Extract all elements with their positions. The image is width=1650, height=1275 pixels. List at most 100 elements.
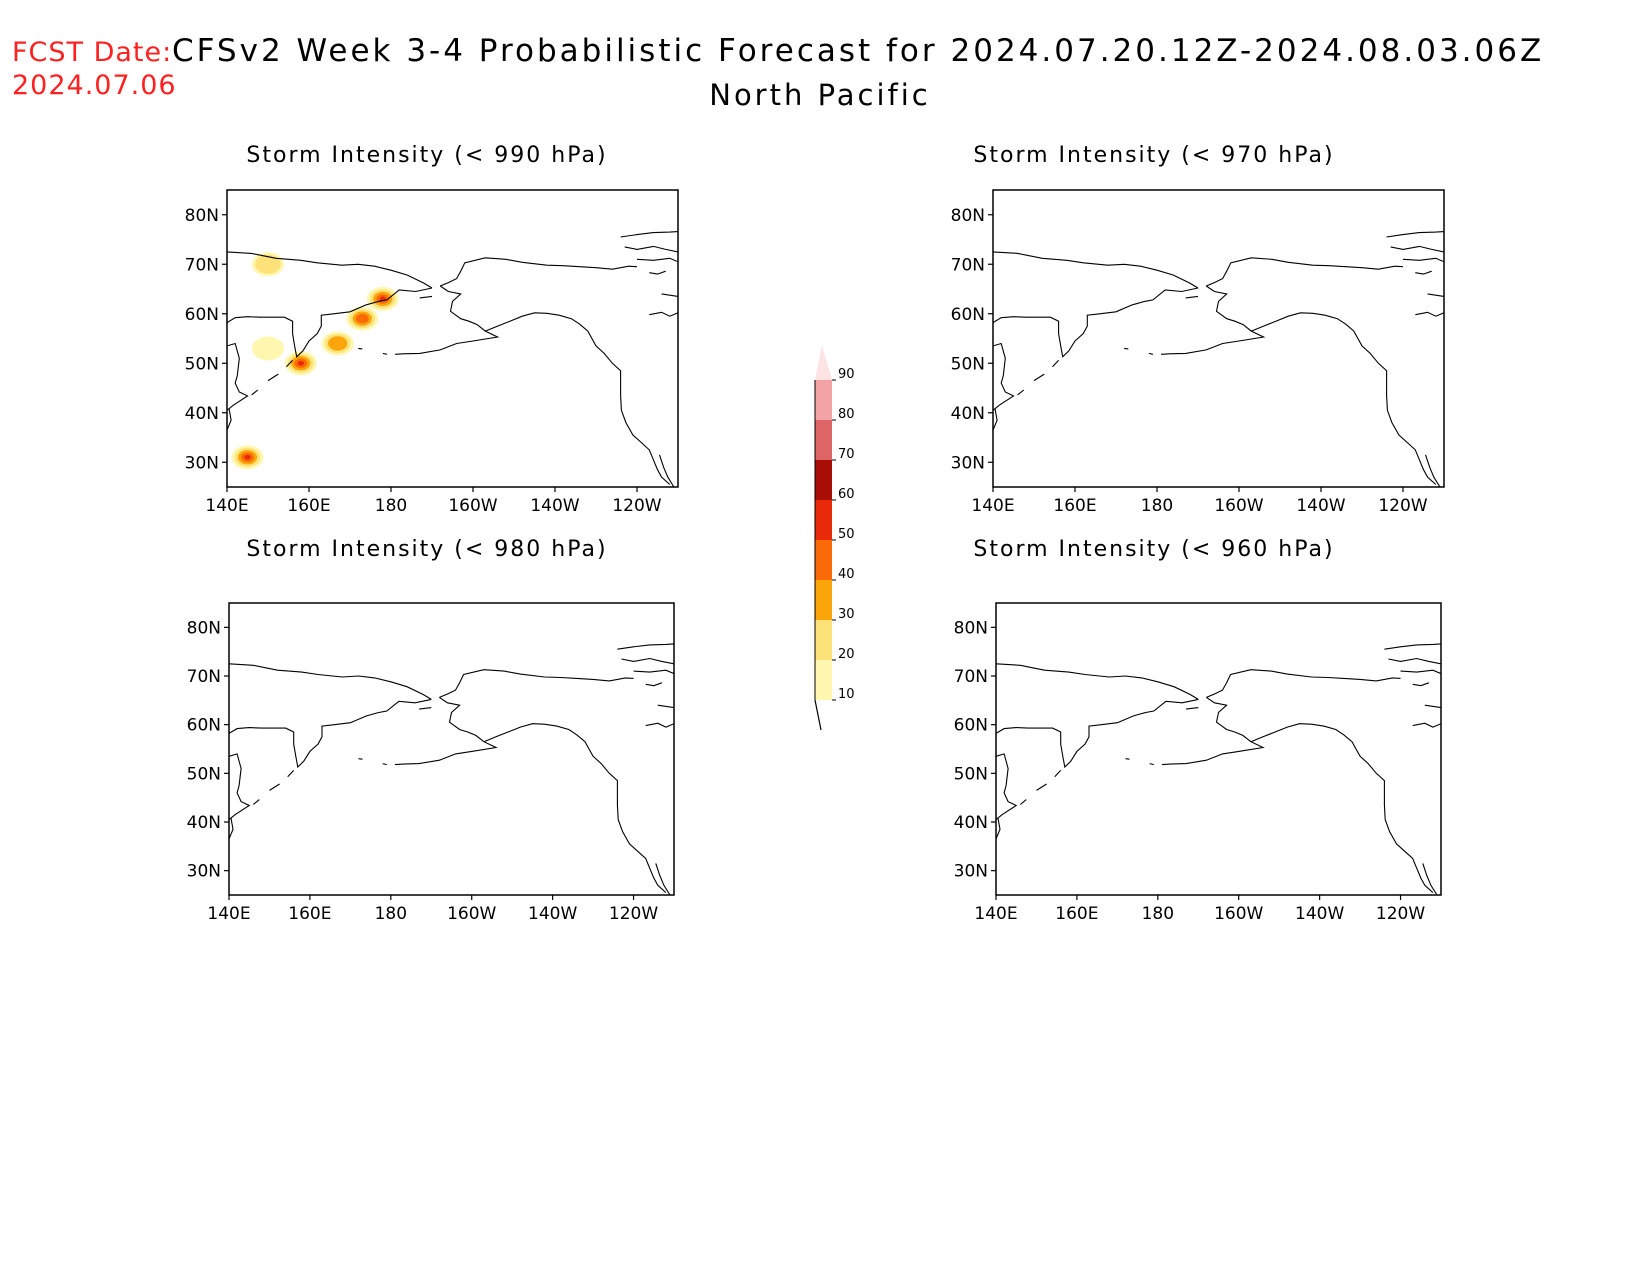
coastline [1033,373,1045,382]
map-frame [226,189,679,488]
legend-label: 50 [838,527,855,542]
coastline [227,251,433,289]
lon-label: 140W [528,904,577,924]
coastline [358,758,363,760]
coastline [645,722,674,728]
lon-label: 140E [205,496,248,516]
coastline [633,669,674,675]
coastline [286,359,293,368]
coastline [996,818,1001,840]
coastline [1415,311,1444,317]
lon-label: 160E [1055,904,1098,924]
coastline [395,285,500,355]
legend-color-box [815,660,832,700]
lon-label: 160E [288,904,331,924]
lon-label: 140W [1296,496,1345,516]
coastline [1400,669,1441,675]
map-panel-990: 80N 70N 60N 50N 40N 30N 140E 160E 180 160W 140W 120… [185,189,679,516]
coastline [1390,245,1444,253]
legend-color-box [815,580,832,620]
forecast-date-label: FCST Date: [12,37,173,68]
map-area [996,643,1441,895]
coastline [358,347,363,350]
coastline [252,799,260,805]
lat-label: 30N [954,862,988,882]
coastline [1424,704,1441,709]
probability-area [231,445,264,470]
map-frame [992,189,1445,488]
map-panel-980: 80N 70N 60N 50N 40N 30N 140E 160E 180 160W 140W 120… [187,602,675,924]
coastline [993,342,1015,411]
map-area [227,231,678,487]
map-panel-970: 80N 70N 60N 50N 40N 30N 140E 160E 180 160W 140W 120… [951,189,1445,516]
lat-label: 60N [951,305,985,325]
coastline [483,723,667,894]
map-panel-960: 80N 70N 60N 50N 40N 30N 140E 160E 180 160W 140W 120… [954,602,1442,924]
coastline [1125,758,1130,760]
coastline [1124,347,1129,350]
lon-label: 160W [1214,904,1263,924]
coastline [655,863,671,895]
lon-label: 140E [974,904,1017,924]
coastline [1424,454,1441,487]
coastline [227,342,249,411]
coastline [1185,295,1199,299]
legend-color-box [815,540,832,580]
lat-label: 60N [185,305,219,325]
coastline [382,352,388,355]
lat-label: 60N [954,716,988,736]
legend-color-box [815,620,832,660]
legend-label: 90 [838,367,855,382]
coastline [1205,257,1404,287]
lat-label: 60N [187,716,221,736]
coastline [993,408,998,431]
coastline [1415,270,1432,275]
lon-label: 140E [207,904,250,924]
coastline [267,373,279,382]
legend-label: 20 [838,647,855,662]
coastline [229,698,432,769]
lon-label: 180 [1141,496,1173,516]
coastline [658,454,675,487]
map-area [229,643,674,895]
lat-label: 70N [954,667,988,687]
coastline [1052,359,1059,368]
lat-label: 30N [951,453,985,473]
coastline [993,287,1199,358]
lat-label: 50N [954,764,988,784]
lon-label: 160E [287,496,330,516]
legend-color-box [815,420,832,460]
coastline [227,287,433,358]
lat-label: 30N [187,862,221,882]
lat-label: 70N [951,255,985,275]
coastline [661,293,678,297]
legend-label: 80 [838,407,855,422]
coastline [1251,312,1437,485]
coastline [485,312,671,485]
legend-color-box [815,500,832,540]
probability-area [346,306,379,331]
coastline [1017,389,1025,396]
coastline [229,663,432,700]
coastline [1186,707,1199,710]
lon-label: 160W [1214,496,1263,516]
coastline [649,270,666,275]
coastline [1161,285,1266,355]
lat-label: 30N [185,453,219,473]
legend-color-box [815,460,832,500]
coastline [1161,696,1265,766]
panel-title-970: Storm Intensity (< 970 hPa) [973,143,1335,168]
coastline [1427,293,1444,297]
lat-label: 50N [185,354,219,374]
map-frame [995,602,1442,896]
lat-label: 50N [187,764,221,784]
coastline [993,251,1199,289]
lon-label: 160W [448,496,497,516]
coastline [1388,657,1441,665]
lon-label: 140W [1295,904,1344,924]
lat-label: 40N [187,813,221,833]
legend-label: 60 [838,487,855,502]
coastline [229,753,251,821]
coastline [439,669,634,698]
coastline [996,663,1199,700]
